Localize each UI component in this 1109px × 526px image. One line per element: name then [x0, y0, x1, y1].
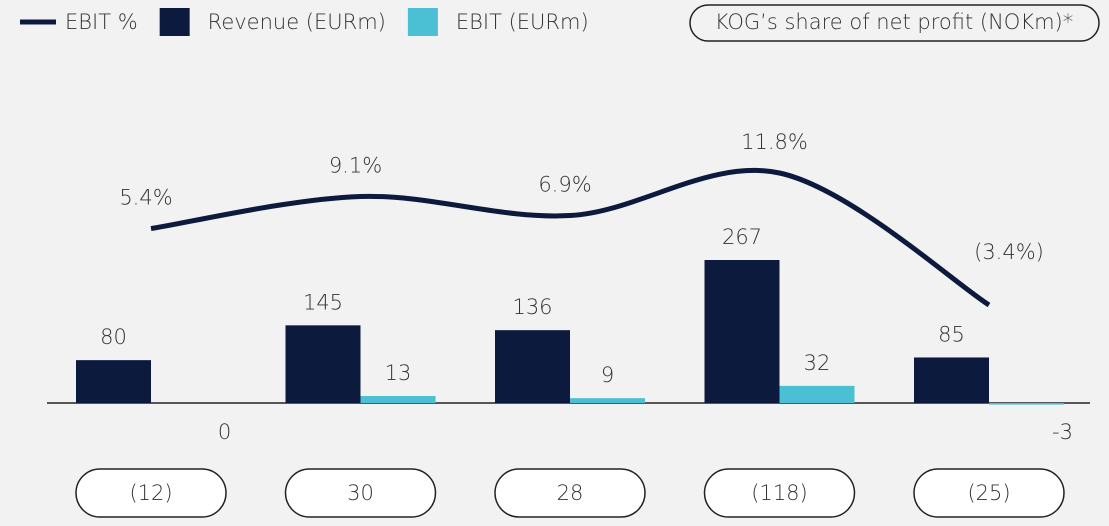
line-label: (3.4%) [974, 240, 1044, 264]
data-label: 267 [722, 225, 762, 249]
net-profit-pill [284, 468, 437, 518]
data-label: 9 [601, 363, 614, 387]
net-profit-label: (118) [751, 481, 807, 505]
bar [360, 396, 436, 403]
legend-label: Revenue (EURm) [208, 10, 386, 34]
net-profit-pill [913, 468, 1065, 518]
net-profit-label: 30 [347, 481, 374, 505]
line-label: 11.8% [741, 130, 808, 154]
net-profit-pill [75, 468, 227, 518]
net-profit-label: 28 [557, 481, 584, 505]
legend-swatch [159, 8, 190, 36]
net-profit-pill [703, 468, 856, 518]
line-label: 6.9% [538, 173, 591, 197]
data-label: 80 [100, 325, 127, 349]
bar [914, 357, 989, 403]
data-label: 136 [512, 295, 552, 319]
data-label: 32 [804, 351, 831, 375]
data-label: -3 [1052, 420, 1073, 444]
bar [989, 403, 1064, 405]
line-label: 5.4% [119, 186, 172, 210]
net-profit-label: (25) [967, 481, 1010, 505]
bar [570, 398, 645, 403]
data-label: 85 [938, 322, 965, 346]
data-label: 145 [303, 290, 343, 314]
net-profit-title: KOG’s share of net profit (NOKm)* [715, 10, 1074, 34]
bar [285, 325, 361, 403]
legend-label: EBIT % [65, 10, 138, 34]
bar [76, 360, 151, 403]
legend-pill [689, 4, 1100, 42]
bar [704, 260, 780, 403]
ebit-line [150, 167, 991, 308]
bar [779, 385, 855, 403]
legend-swatch [407, 8, 438, 36]
net-profit-pill [494, 468, 646, 518]
data-label: 0 [218, 420, 231, 444]
bar [495, 330, 570, 403]
data-label: 13 [385, 361, 412, 385]
legend-label: EBIT (EURm) [456, 10, 589, 34]
line-label: 9.1% [329, 153, 382, 177]
net-profit-label: (12) [129, 481, 172, 505]
